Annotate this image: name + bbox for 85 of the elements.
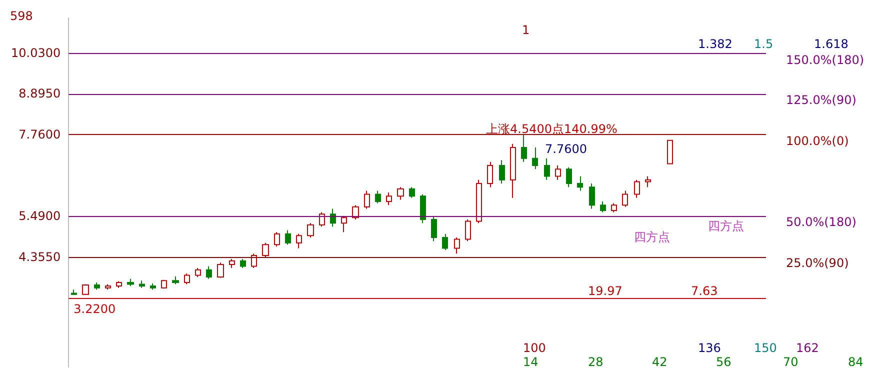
candlestick: [71, 289, 77, 296]
candlestick: [364, 190, 370, 210]
candlestick: [510, 143, 516, 198]
candlestick: [544, 158, 550, 180]
candlestick: [105, 284, 111, 290]
candlestick: [465, 218, 471, 242]
candlestick: [600, 200, 606, 213]
candlestick: [420, 194, 426, 224]
candlestick: [274, 232, 280, 247]
annotation: 上涨4.5400点140.99%: [486, 122, 618, 136]
y-tick-label: 8.8950: [18, 86, 61, 101]
y-tick-label: 5.4900: [18, 209, 61, 224]
annotation: 19.97: [588, 284, 622, 298]
annotation: 42: [652, 355, 668, 369]
candlestick: [296, 233, 302, 249]
annotation: 1.5: [754, 37, 774, 51]
text: 162: [796, 341, 819, 355]
candlestick: [589, 183, 595, 210]
candlestick: [161, 279, 167, 290]
candlestick: [521, 134, 527, 162]
candlestick: [251, 253, 257, 269]
text: 84: [848, 355, 864, 369]
candlestick: [94, 282, 100, 290]
candlestick: [206, 266, 212, 280]
candlestick: [184, 272, 190, 285]
candlestick: [386, 192, 392, 206]
candlestick: [442, 233, 448, 251]
candlestick: [555, 165, 561, 180]
annotation: 四方点: [708, 219, 744, 233]
candlestick: [499, 160, 505, 184]
text: 150.0%(180): [786, 53, 864, 67]
candlestick: [352, 204, 359, 220]
annotation: 100: [523, 341, 546, 355]
candlestick: [150, 283, 156, 290]
candlestick: [375, 190, 381, 204]
annotation: 56: [716, 355, 732, 369]
y-tick-label: 10.0300: [11, 46, 61, 60]
candlestick: [172, 276, 179, 285]
annotation: 7.63: [691, 284, 718, 298]
candlestick: [409, 186, 415, 198]
candlestick: [195, 268, 201, 278]
annotation: 136: [698, 341, 721, 355]
annotation: 1.382: [698, 37, 732, 51]
y-tick-label: 7.7600: [18, 128, 61, 142]
candlestick: [217, 262, 224, 278]
candlestick: [262, 242, 269, 258]
candlestick: [341, 215, 347, 233]
candlestick: [307, 222, 314, 238]
candlestick: [487, 161, 493, 188]
candlestick: [127, 278, 134, 287]
text: 598: [10, 9, 33, 23]
candlestick: [431, 215, 437, 242]
candlestick: [116, 280, 122, 288]
ref-line-label: 3.2200: [74, 302, 116, 316]
candlestick: [634, 179, 640, 198]
candlestick: [139, 280, 145, 288]
candlestick: [532, 147, 538, 170]
annotation: 150: [754, 341, 777, 355]
annotation: 1: [522, 23, 530, 37]
candlestick: [645, 176, 651, 188]
candlestick: [667, 140, 673, 164]
annotation: 四方点: [634, 230, 670, 244]
y-tick-label: 4.3550: [18, 250, 61, 264]
candlestick: [319, 212, 325, 228]
candlestick: [454, 236, 460, 254]
text: 25.0%(90): [786, 256, 849, 270]
annotation: 7.7600: [545, 142, 587, 156]
candlestick: [285, 230, 291, 246]
candlestick: [82, 284, 89, 296]
candlestick: [229, 258, 235, 269]
text: 50.0%(180): [786, 215, 856, 229]
text: 70: [783, 355, 798, 369]
text: 1.618: [814, 37, 848, 51]
text: 100.0%(0): [786, 134, 849, 148]
candlestick: [476, 179, 482, 224]
candlestick: [566, 166, 572, 188]
annotation: 14: [523, 355, 538, 369]
candlestick: [330, 208, 336, 228]
candlestick: [611, 202, 617, 213]
candlestick: [577, 176, 583, 192]
annotation: 28: [588, 355, 604, 369]
text: 125.0%(90): [786, 93, 856, 107]
candlestick: [240, 258, 246, 269]
candlestick: [397, 186, 404, 200]
candlestick: [622, 190, 628, 208]
